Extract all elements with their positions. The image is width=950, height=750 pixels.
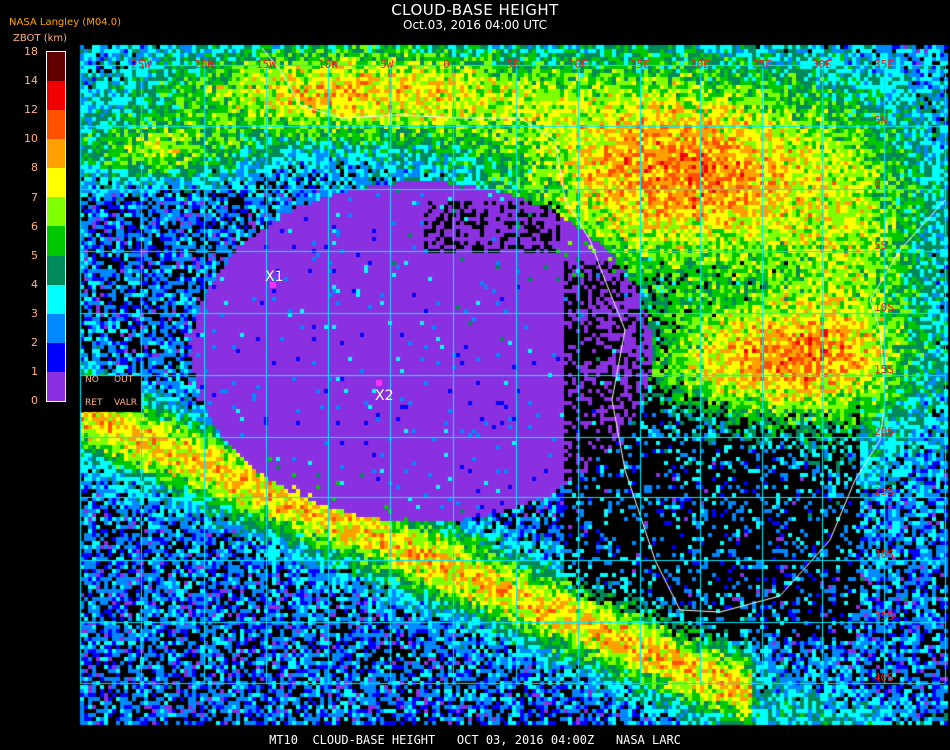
- lat-label: 35S: [874, 610, 894, 623]
- marker-x2: X2: [375, 388, 394, 404]
- legend-swatch: [47, 168, 65, 198]
- legend-swatch: [47, 371, 65, 401]
- ret-valr-label-a: RET: [85, 398, 103, 408]
- lon-label: 10E: [568, 58, 588, 71]
- lat-label: 10S: [874, 301, 894, 314]
- legend-tick: 6: [31, 219, 38, 233]
- legend-swatch: [47, 342, 65, 372]
- legend-swatch: [47, 52, 65, 82]
- legend-tick: 1: [31, 365, 38, 379]
- footer-caption: MT10 CLOUD-BASE HEIGHT OCT 03, 2016 04:0…: [269, 733, 681, 747]
- marker-x1: X1: [265, 269, 284, 285]
- color-legend-bar: [46, 51, 66, 402]
- lat-label: 25S: [874, 485, 894, 498]
- legend-tick: 8: [31, 161, 38, 175]
- lon-label: 0: [443, 58, 450, 71]
- legend-tick: 12: [24, 103, 38, 117]
- lon-label: 10W: [318, 58, 338, 71]
- legend-tick: 0: [31, 394, 38, 408]
- lon-label: 20E: [690, 58, 710, 71]
- org-label: NASA Langley (M04.0): [9, 17, 121, 28]
- legend-swatch: [47, 197, 65, 227]
- lon-label: 25E: [752, 58, 772, 71]
- lat-label: 40S: [874, 671, 894, 684]
- legend-swatch: [47, 139, 65, 169]
- legend-swatch: [47, 284, 65, 314]
- lon-label: 5W: [380, 58, 394, 71]
- lon-label: 35E: [874, 58, 894, 71]
- lat-label: 15S: [874, 363, 894, 376]
- legend-swatch: [47, 255, 65, 285]
- lon-label: 20W: [194, 58, 214, 71]
- legend-tick: 5: [31, 248, 38, 262]
- legend-swatch: [47, 226, 65, 256]
- no-out-label-a: NO: [85, 375, 99, 385]
- lon-label: 25W: [131, 58, 151, 71]
- ret-valr-label-b: VALR: [114, 398, 138, 408]
- legend-tick: 7: [31, 190, 38, 204]
- map-timestamp: Oct.03, 2016 04:00 UTC: [403, 18, 547, 32]
- legend-swatch: [47, 110, 65, 140]
- lon-label: 5E: [506, 58, 520, 71]
- lon-label: 15W: [256, 58, 276, 71]
- lat-label: 30S: [874, 548, 894, 561]
- no-out-label-b: OUT: [114, 375, 134, 385]
- legend-tick: 3: [31, 306, 38, 320]
- lat-label: 20S: [874, 425, 894, 438]
- lat-label: 5N: [874, 114, 888, 127]
- unit-label: ZBOT (km): [13, 33, 68, 44]
- lon-label: 30E: [812, 58, 832, 71]
- legend-tick: 14: [24, 74, 38, 88]
- lon-label: 15E: [630, 58, 650, 71]
- lat-label: 5S: [874, 239, 888, 252]
- legend-tick: 10: [24, 132, 38, 146]
- legend-tick: 2: [31, 336, 38, 349]
- legend-swatch: [47, 313, 65, 343]
- legend-swatch: [47, 81, 65, 111]
- legend-tick: 18: [24, 45, 38, 58]
- legend-tick: 4: [31, 277, 38, 291]
- map-title: CLOUD-BASE HEIGHT: [391, 1, 559, 19]
- lat-label: 0: [874, 177, 881, 190]
